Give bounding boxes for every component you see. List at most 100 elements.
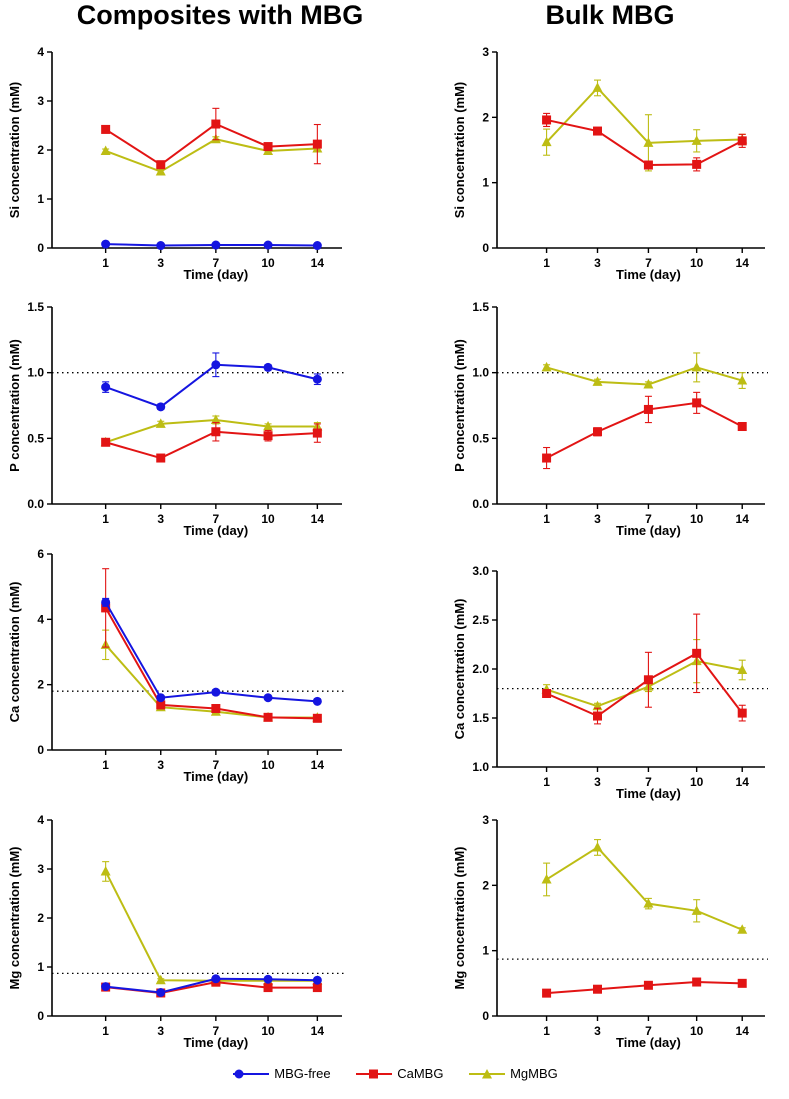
x-tick-label: 10 — [690, 256, 704, 270]
x-tick-label: 10 — [261, 512, 275, 526]
x-axis-label: Time (day) — [183, 267, 248, 282]
x-tick-label: 3 — [594, 256, 601, 270]
y-tick-label: 1 — [37, 960, 44, 974]
column-title-composites: Composites with MBG — [76, 0, 364, 30]
data-point — [263, 421, 274, 431]
legend-label-cambg: CaMBG — [397, 1066, 444, 1081]
y-axis-label: Mg concentration (mM) — [452, 847, 467, 990]
data-point — [312, 139, 322, 149]
data-point — [211, 687, 221, 697]
y-tick-label: 0 — [37, 241, 44, 255]
data-point — [691, 361, 702, 372]
y-tick-label: 1 — [482, 176, 489, 190]
x-tick-label: 7 — [645, 775, 652, 789]
x-tick-label: 7 — [645, 512, 652, 526]
x-tick-label: 14 — [311, 512, 325, 526]
data-point — [691, 905, 702, 915]
x-tick-label: 10 — [261, 758, 275, 772]
series-mgmbg — [541, 839, 748, 934]
data-point — [593, 984, 602, 994]
series-line — [546, 846, 743, 931]
data-point — [737, 924, 748, 934]
x-tick-label: 1 — [102, 1024, 109, 1038]
data-point — [737, 664, 748, 674]
data-point — [737, 978, 747, 988]
data-point — [156, 693, 166, 703]
series-cambg — [542, 112, 747, 172]
y-tick-label: 0 — [37, 1009, 44, 1023]
data-point — [541, 136, 552, 147]
data-point — [263, 974, 273, 984]
series-cambg — [542, 613, 747, 725]
data-point — [156, 160, 166, 170]
x-axis-label: Time (day) — [616, 1035, 681, 1050]
series-mgmbg — [541, 639, 748, 711]
x-tick-label: 1 — [543, 256, 550, 270]
data-point — [592, 82, 603, 92]
x-tick-label: 3 — [594, 1024, 601, 1038]
series-mbg-free — [101, 597, 322, 706]
data-point — [211, 240, 221, 250]
data-point — [593, 126, 602, 136]
data-point — [542, 115, 552, 125]
y-tick-label: 3 — [37, 862, 44, 876]
y-tick-label: 2 — [37, 911, 44, 925]
y-tick-label: 1.5 — [472, 300, 489, 314]
data-point — [155, 418, 166, 428]
y-tick-label: 2 — [482, 110, 489, 124]
y-tick-label: 0.0 — [27, 497, 44, 511]
x-tick-label: 7 — [213, 758, 220, 772]
series-cambg — [101, 568, 322, 723]
chart-bulk-ca: 1.0 1.5 2.0 2.5 3.0 1 3 7 10 14 Time (day) Ca conce… — [452, 564, 768, 801]
data-point — [263, 142, 273, 152]
y-tick-label: 1.5 — [472, 711, 489, 725]
x-tick-label: 7 — [213, 512, 220, 526]
data-point — [541, 873, 552, 884]
data-point — [312, 983, 322, 993]
x-tick-label: 14 — [311, 758, 325, 772]
data-point — [643, 137, 654, 147]
data-point — [101, 603, 111, 613]
chart-composites-si: 0 1 2 3 4 1 3 7 10 14 Time (day) Si concentration (… — [7, 45, 342, 282]
data-point — [312, 374, 322, 384]
x-tick-label: 7 — [645, 256, 652, 270]
y-tick-label: 3 — [37, 94, 44, 108]
chart-bulk-mg: 0 1 2 3 1 3 7 10 14 Time (day) Mg concentration (m… — [452, 813, 768, 1050]
data-point — [211, 704, 221, 714]
legend-item-cambg: CaMBG — [354, 1066, 443, 1081]
data-point — [155, 974, 166, 985]
series-line — [104, 607, 318, 720]
y-tick-label: 4 — [37, 612, 44, 626]
series-mbg-free — [101, 352, 322, 412]
y-tick-label: 1.0 — [472, 366, 489, 380]
legend-item-mgmbg: MgMBG — [467, 1066, 558, 1081]
y-tick-label: 0.5 — [472, 431, 489, 445]
data-point — [643, 980, 653, 990]
chart-composites-ca: 0 2 4 6 1 3 7 10 14 Time (day) Ca concentration (m… — [7, 547, 345, 784]
series-line — [105, 138, 318, 173]
x-tick-label: 1 — [543, 1024, 550, 1038]
y-axis-label: P concentration (mM) — [7, 339, 22, 472]
y-tick-label: 1.0 — [472, 760, 489, 774]
x-tick-label: 14 — [736, 1024, 750, 1038]
x-tick-label: 14 — [736, 775, 750, 789]
y-tick-label: 3 — [482, 813, 489, 827]
legend-label-mbg-free: MBG-free — [274, 1066, 331, 1081]
x-tick-label: 10 — [690, 1024, 704, 1038]
data-point — [263, 362, 273, 372]
data-point — [211, 974, 221, 984]
x-tick-label: 1 — [102, 512, 109, 526]
data-point — [101, 982, 111, 992]
data-point — [100, 865, 111, 876]
x-tick-label: 14 — [736, 512, 750, 526]
data-point — [592, 841, 603, 852]
x-axis-label: Time (day) — [616, 267, 681, 282]
data-point — [211, 360, 221, 370]
series-line — [546, 366, 743, 386]
data-point — [542, 988, 552, 998]
x-axis-label: Time (day) — [616, 523, 681, 538]
x-tick-label: 10 — [690, 512, 704, 526]
data-point — [593, 427, 602, 437]
data-point — [692, 398, 702, 408]
data-point — [101, 239, 111, 249]
